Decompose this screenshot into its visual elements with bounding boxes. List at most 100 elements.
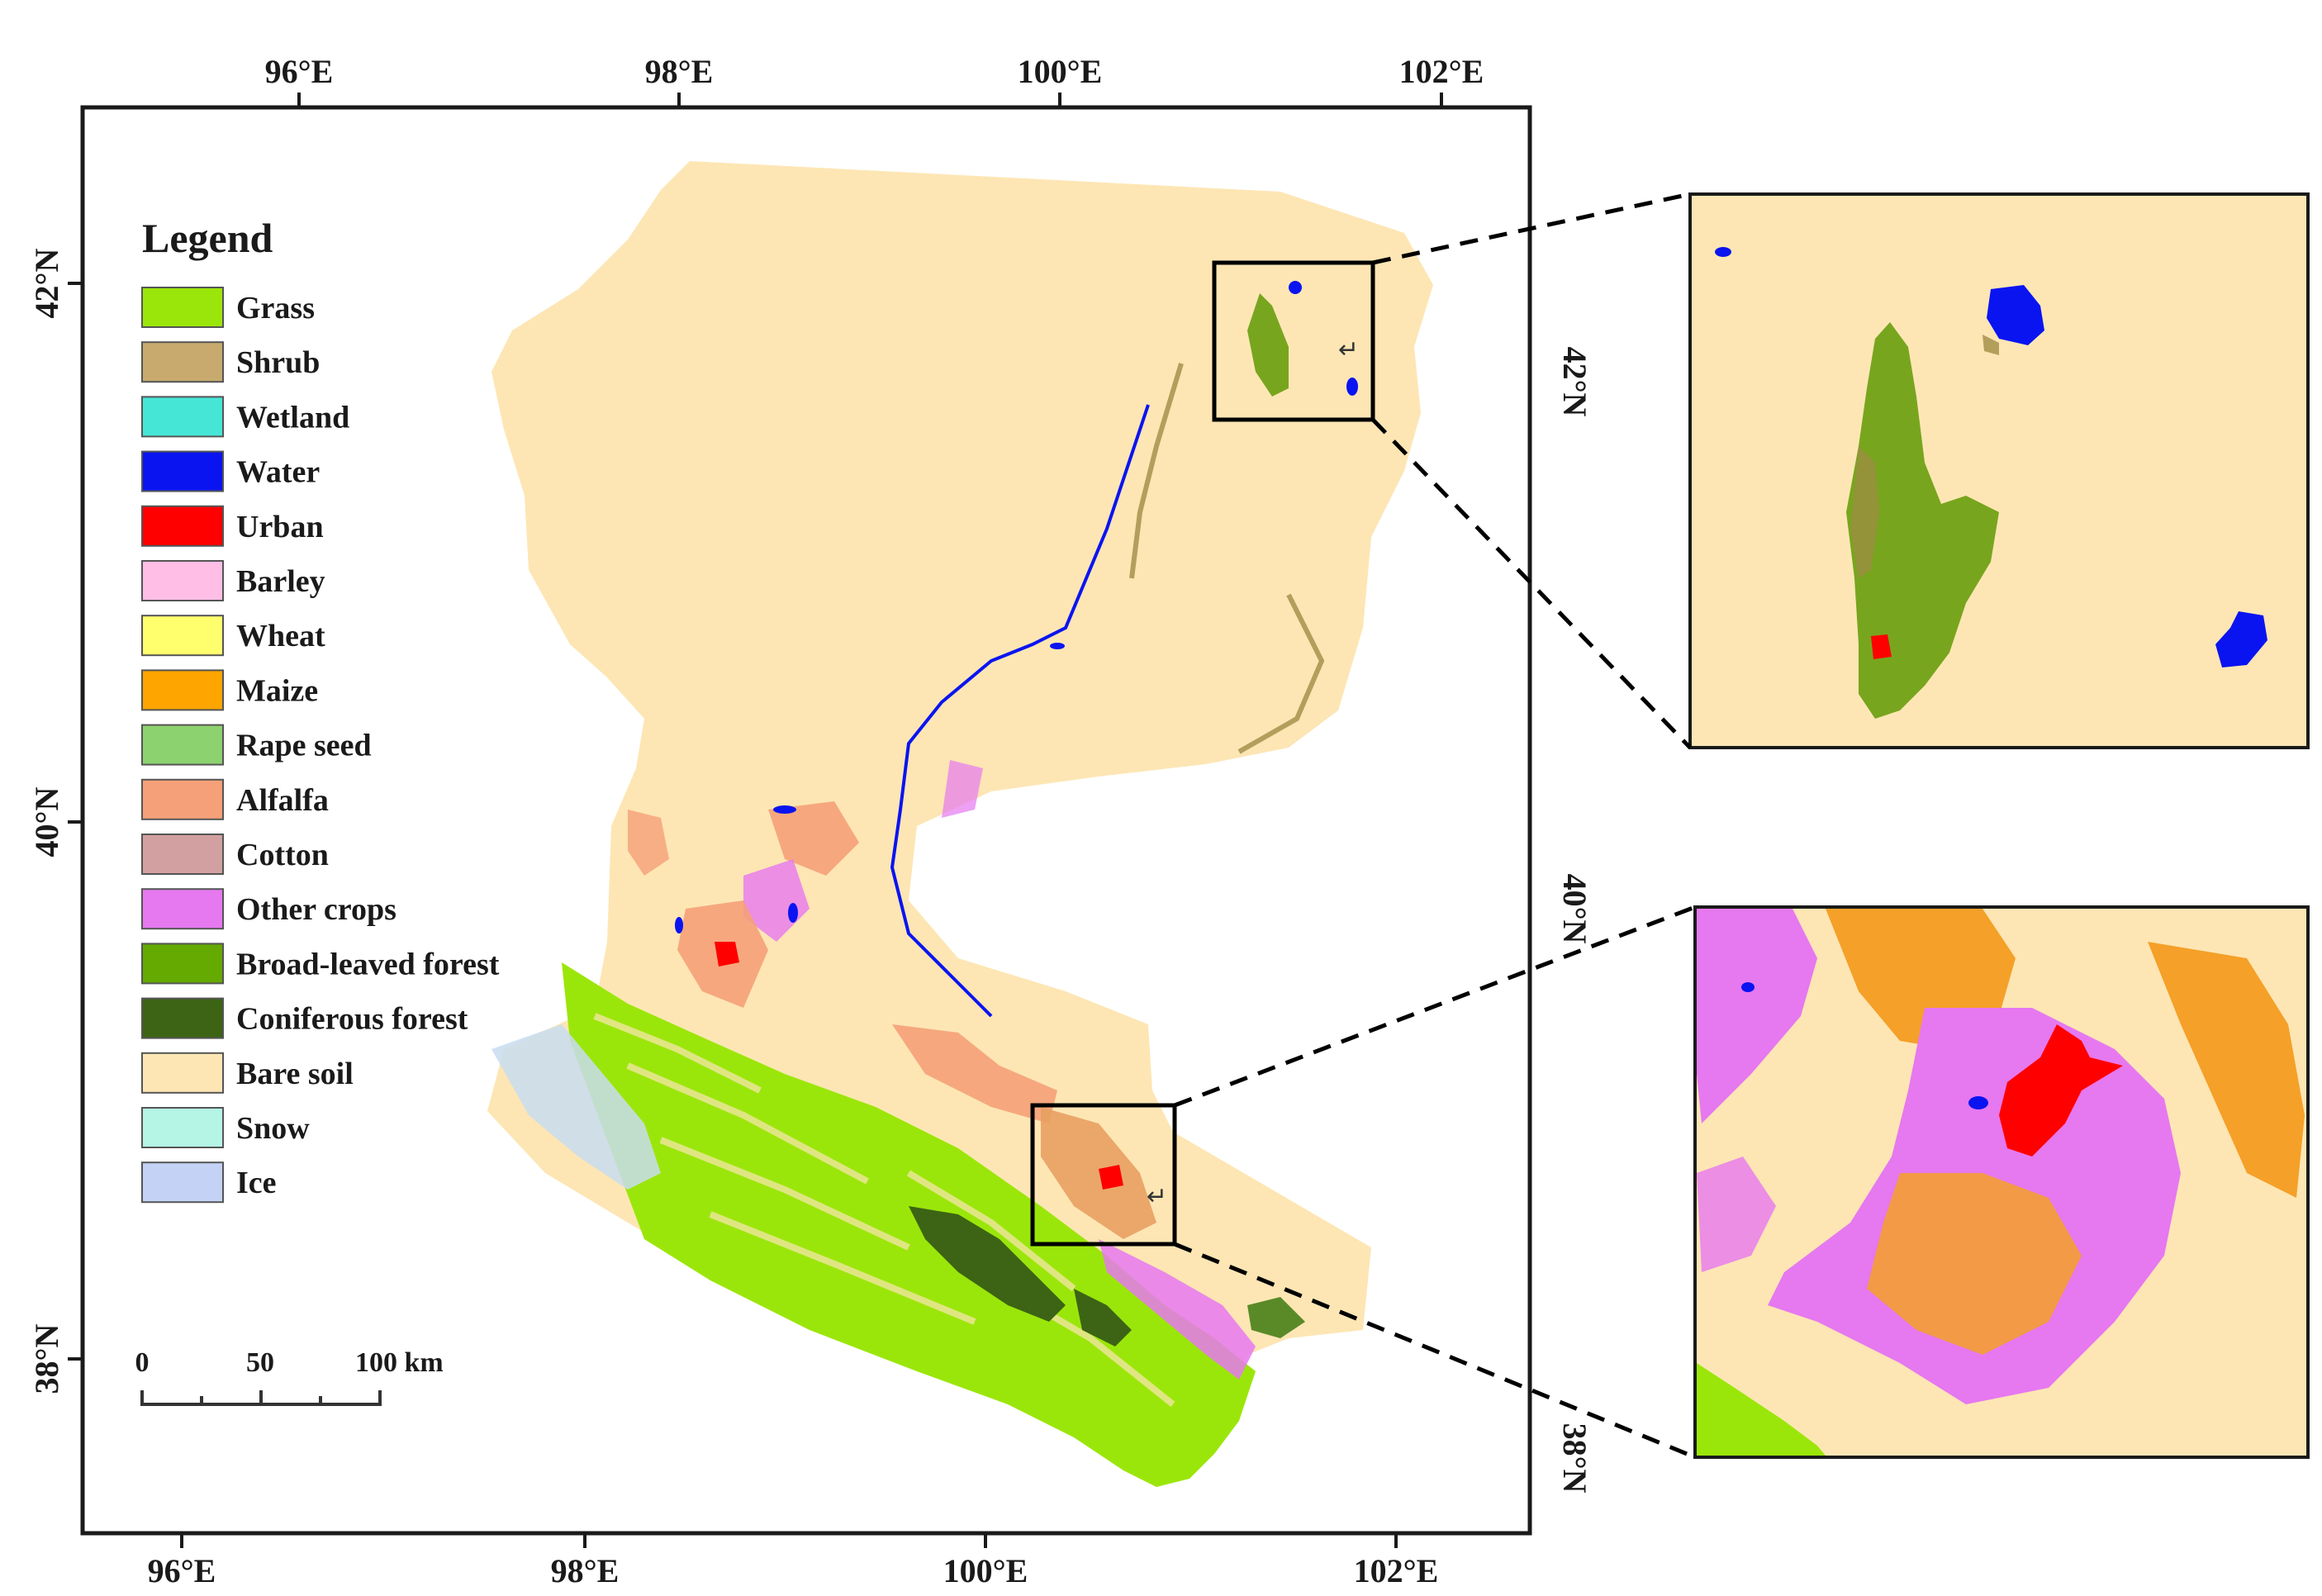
scale-label-100km: 100 km (355, 1347, 444, 1378)
water-spot (1346, 378, 1358, 396)
legend-item: Cotton (141, 834, 329, 875)
scale-label-50: 50 (246, 1347, 274, 1378)
legend-label: Coniferous forest (236, 1002, 468, 1037)
legend-items: Grass Shrub Wetland Water Urban Barley Wheat Ma… (141, 287, 500, 1204)
left-axis-label: 42°N (28, 248, 65, 318)
oasis-crops (1041, 1107, 1156, 1239)
legend-swatch (141, 450, 224, 492)
legend-label: Ice (236, 1166, 277, 1200)
legend-swatch (141, 943, 224, 985)
legend-item: Grass (141, 287, 315, 328)
legend-swatch (141, 1107, 224, 1148)
study-area (487, 161, 1433, 1487)
bottom-ticks (180, 1533, 1398, 1548)
scale-bar: 0 50 100 km (135, 1347, 444, 1406)
legend-swatch (141, 1161, 224, 1204)
legend-swatch (141, 997, 224, 1039)
legend-swatch (141, 560, 224, 601)
legend-item: Other crops (141, 888, 396, 930)
legend-label: Wheat (236, 619, 325, 653)
legend-label: Water (236, 455, 320, 490)
legend-label: Rape seed (236, 729, 372, 763)
inset-south: 40°N 38°N (1556, 874, 2310, 1494)
legend-swatch (141, 615, 224, 657)
legend-item: Shrub (141, 341, 320, 383)
oasis-crops (892, 1024, 1057, 1123)
top-axis-label: 98°E (645, 53, 714, 90)
water-spot (788, 903, 798, 923)
water-spot (675, 917, 683, 933)
water-spot (1289, 281, 1302, 294)
coniferous-forest (1074, 1289, 1132, 1347)
snow-ice-area (491, 1024, 661, 1190)
inset-lake (2215, 611, 2267, 667)
legend-swatch (141, 888, 224, 930)
inset-connectors (1174, 192, 1696, 1460)
legend-label: Bare soil (236, 1057, 354, 1091)
north-oasis (1247, 293, 1289, 397)
legend-item: Water (141, 450, 320, 492)
legend-swatch (141, 287, 224, 328)
legend-item: Wetland (141, 396, 349, 438)
legend-label: Maize (236, 673, 318, 708)
shrub-corridor (1129, 363, 1184, 579)
legend-swatch (141, 1052, 224, 1094)
urban-spot (715, 942, 739, 967)
inset-lake (1715, 247, 1731, 257)
inset-oasis (1846, 322, 1999, 719)
top-axis-label: 96°E (265, 53, 334, 90)
bottom-axis-label: 98°E (551, 1552, 620, 1589)
left-axis-label: 40°N (28, 786, 65, 857)
other-crops-strip (1099, 1239, 1256, 1380)
inset-north: 42°N (1556, 192, 2310, 749)
river (890, 404, 1150, 1018)
legend-swatch (141, 669, 224, 711)
legend-swatch (141, 505, 224, 547)
legend: Legend Grass Shrub Wetland Water Urban Barley… (141, 215, 500, 1204)
legend-item: Rape seed (141, 724, 372, 766)
inset-south-lat-label: 40°N (1556, 874, 1593, 944)
legend-item: Barley (141, 560, 325, 601)
legend-label: Broad-leaved forest (236, 947, 500, 981)
water-spot (1050, 643, 1065, 649)
inset-shrub-spot (1982, 335, 1999, 355)
inset-crops (1867, 1173, 2082, 1355)
bottom-axis-label: 102°E (1354, 1552, 1439, 1589)
return-mark: ↵ (1147, 1182, 1167, 1211)
legend-swatch (141, 834, 224, 875)
inset-water (1968, 1096, 1988, 1109)
legend-label: Cotton (236, 838, 329, 872)
top-ticks (297, 93, 1443, 107)
inset-lake (1987, 285, 2044, 345)
legend-label: Shrub (236, 345, 320, 380)
coniferous-forest (1247, 1297, 1305, 1338)
south-selection-box (1030, 1103, 1177, 1247)
left-ticks (68, 282, 83, 1361)
shrub-corridor (1237, 593, 1325, 754)
legend-item: Urban (141, 505, 324, 547)
water-spot (773, 805, 796, 814)
legend-swatch (141, 341, 224, 383)
left-axis-label: 38°N (28, 1323, 65, 1394)
inset-oasis-shrub (1850, 446, 1879, 578)
legend-item: Alfalfa (141, 778, 329, 820)
inset-water (1741, 982, 1755, 992)
inset-crops (1697, 909, 1817, 1123)
inset-crops (2148, 942, 2305, 1198)
inset-urban-core (1999, 1024, 2123, 1157)
legend-item: Broad-leaved forest (141, 943, 500, 985)
inset-crops (1697, 1157, 1776, 1272)
inset-north-lat-label: 42°N (1556, 347, 1593, 417)
scale-label-0: 0 (135, 1347, 150, 1378)
return-mark: ↵ (1338, 335, 1359, 364)
inset-south-lat-label: 38°N (1556, 1423, 1593, 1494)
bottom-axis-label: 100°E (943, 1552, 1028, 1589)
north-selection-box (1212, 260, 1375, 422)
legend-swatch (141, 724, 224, 766)
legend-label: Barley (236, 564, 325, 599)
legend-item: Ice (141, 1161, 277, 1204)
legend-label: Other crops (236, 892, 396, 927)
oasis-crops (628, 810, 669, 876)
legend-item: Wheat (141, 615, 325, 657)
